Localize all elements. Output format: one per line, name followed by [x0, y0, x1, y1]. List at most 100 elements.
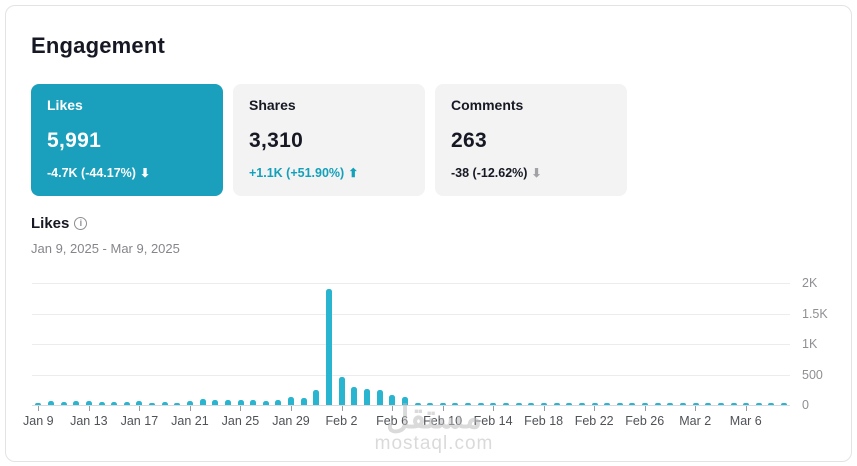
- gridline: [32, 344, 790, 345]
- tick-mark: [290, 406, 292, 411]
- bar-slot: [550, 283, 563, 405]
- bar: [60, 401, 67, 405]
- bar: [465, 403, 472, 405]
- bar-slot: [95, 283, 108, 405]
- shares-change-text: +1.1K (+51.90%): [249, 166, 345, 180]
- bar-slot: [171, 283, 184, 405]
- bar-slot: [108, 283, 121, 405]
- bar: [237, 399, 244, 405]
- bar-slot: [702, 283, 715, 405]
- bar-slot: [361, 283, 374, 405]
- bar: [123, 402, 130, 405]
- bar: [616, 402, 623, 405]
- bar-slot: [323, 283, 336, 405]
- bar: [338, 376, 345, 405]
- x-axis-label: Feb 26: [625, 414, 665, 428]
- y-axis-label: 500: [802, 367, 823, 382]
- bar: [578, 403, 585, 405]
- bar: [300, 398, 307, 405]
- bar-slot: [740, 283, 753, 405]
- x-axis-label: Jan 29: [272, 414, 310, 428]
- bar: [111, 401, 118, 405]
- x-axis-label: Feb 10: [423, 414, 463, 428]
- bar-slot: [778, 283, 791, 405]
- bar: [642, 402, 649, 405]
- likes-bar-chart: [32, 283, 791, 406]
- engagement-panel: Engagement Likes 5,991 -4.7K (-44.17%) ⬇…: [5, 5, 852, 462]
- bar-slot: [158, 283, 171, 405]
- bar-slot: [563, 283, 576, 405]
- down-arrow-icon: ⬇: [531, 166, 542, 180]
- tick-mark: [745, 406, 747, 411]
- bar-slot: [386, 283, 399, 405]
- x-axis-label: Jan 21: [171, 414, 209, 428]
- bar-slot: [285, 283, 298, 405]
- bar: [73, 401, 80, 405]
- bar: [199, 399, 206, 405]
- tick-mark: [240, 406, 242, 411]
- bar-slot: [196, 283, 209, 405]
- bar-slot: [32, 283, 45, 405]
- bar-slot: [310, 283, 323, 405]
- tick-mark: [644, 406, 646, 411]
- likes-card-label: Likes: [47, 97, 83, 113]
- bar-slot: [57, 283, 70, 405]
- bar-slot: [765, 283, 778, 405]
- date-range: Jan 9, 2025 - Mar 9, 2025: [31, 241, 180, 256]
- info-icon[interactable]: i: [74, 217, 88, 230]
- tick-mark: [88, 406, 90, 411]
- bar-slot: [512, 283, 525, 405]
- bar-slot: [45, 283, 58, 405]
- comments-card[interactable]: Comments 263 -38 (-12.62%) ⬇: [435, 84, 627, 196]
- bar-slot: [753, 283, 766, 405]
- bar: [351, 387, 358, 405]
- watermark-url: mostaql.com: [374, 433, 494, 454]
- y-axis-label: 0: [802, 398, 809, 412]
- bar: [35, 403, 42, 405]
- bar: [553, 403, 560, 405]
- bar-slot: [626, 283, 639, 405]
- bar-slot: [588, 283, 601, 405]
- x-axis-label: Jan 17: [120, 414, 159, 428]
- bar: [730, 403, 737, 405]
- bar-slot: [462, 283, 475, 405]
- x-axis-label: Mar 2: [679, 414, 712, 428]
- bar: [47, 401, 54, 405]
- bar: [705, 403, 712, 405]
- chart-section-header: Likes i: [31, 215, 88, 232]
- bar: [743, 402, 750, 405]
- bar-slot: [83, 283, 96, 405]
- bar-slot: [449, 283, 462, 405]
- bar: [250, 400, 257, 405]
- bar: [566, 403, 573, 405]
- bar: [174, 403, 181, 405]
- tick-mark: [493, 406, 495, 411]
- bar: [439, 403, 446, 405]
- metric-cards: Likes 5,991 -4.7K (-44.17%) ⬇ Shares 3,3…: [31, 84, 627, 196]
- bar: [692, 403, 699, 405]
- gridline: [32, 374, 790, 376]
- shares-card[interactable]: Shares 3,310 +1.1K (+51.90%) ⬆: [233, 84, 425, 196]
- bar-slot: [639, 283, 652, 405]
- y-axis-label: 2K: [802, 276, 818, 290]
- tick-mark: [341, 406, 343, 411]
- tick-mark: [695, 406, 697, 411]
- bar: [401, 397, 408, 405]
- bar: [781, 403, 788, 405]
- bar: [149, 402, 156, 405]
- up-arrow-icon: ⬆: [348, 166, 359, 180]
- tick-mark: [139, 406, 141, 411]
- bar-slot: [234, 283, 247, 405]
- tick-mark: [543, 406, 545, 411]
- bar-slot: [184, 283, 197, 405]
- bar-slot: [613, 283, 626, 405]
- x-axis-label: Feb 2: [325, 414, 358, 428]
- bar-slot: [348, 283, 361, 405]
- likes-change-text: -4.7K (-44.17%): [47, 166, 136, 180]
- likes-card[interactable]: Likes 5,991 -4.7K (-44.17%) ⬇: [31, 84, 223, 196]
- shares-card-label: Shares: [249, 97, 296, 113]
- tick-mark: [442, 406, 444, 411]
- x-axis-label: Mar 6: [729, 414, 762, 428]
- bar-slot: [601, 283, 614, 405]
- page-title: Engagement: [31, 33, 166, 58]
